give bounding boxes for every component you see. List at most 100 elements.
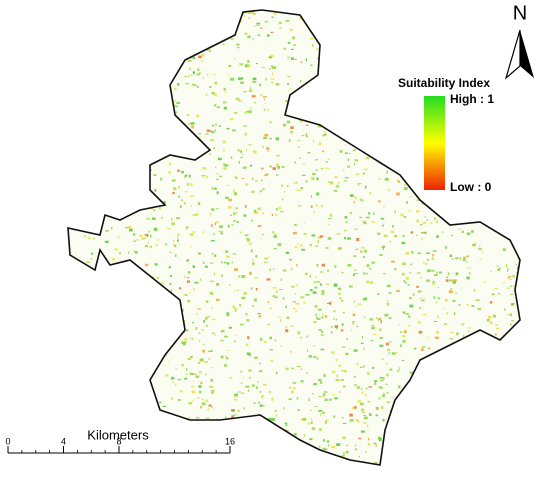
raster-speckle	[464, 375, 468, 377]
raster-speckle	[405, 313, 410, 315]
raster-speckle	[242, 154, 244, 156]
raster-speckle	[495, 212, 497, 216]
raster-speckle	[242, 166, 247, 169]
raster-speckle	[385, 383, 388, 385]
raster-speckle	[75, 179, 77, 182]
raster-speckle	[268, 256, 270, 258]
raster-speckle	[387, 99, 389, 102]
raster-speckle	[184, 191, 188, 193]
raster-speckle	[147, 82, 152, 85]
raster-speckle	[236, 452, 239, 456]
raster-speckle	[208, 34, 213, 38]
raster-speckle	[426, 259, 430, 261]
raster-speckle	[385, 437, 388, 439]
raster-speckle	[361, 246, 365, 249]
raster-speckle	[247, 60, 250, 63]
raster-speckle	[447, 272, 450, 275]
raster-speckle	[206, 175, 208, 179]
raster-speckle	[257, 381, 259, 383]
raster-speckle	[223, 87, 226, 91]
raster-speckle	[132, 185, 135, 187]
raster-speckle	[477, 350, 479, 352]
raster-speckle	[159, 444, 163, 446]
raster-speckle	[194, 214, 198, 216]
raster-speckle	[75, 46, 79, 48]
raster-speckle	[467, 402, 471, 405]
raster-speckle	[226, 255, 230, 258]
raster-speckle	[459, 428, 462, 430]
raster-speckle	[103, 93, 106, 96]
raster-speckle	[501, 415, 505, 419]
raster-speckle	[287, 184, 289, 187]
raster-speckle	[147, 241, 149, 244]
raster-speckle	[71, 292, 76, 295]
raster-speckle	[392, 65, 397, 68]
raster-speckle	[320, 334, 324, 337]
raster-speckle	[309, 243, 312, 247]
raster-speckle	[247, 426, 250, 428]
raster-speckle	[420, 223, 423, 226]
raster-speckle	[290, 57, 294, 60]
raster-speckle	[462, 159, 464, 162]
raster-speckle	[382, 377, 385, 380]
raster-speckle	[502, 160, 505, 163]
raster-speckle	[407, 284, 410, 286]
raster-speckle	[455, 368, 459, 371]
raster-speckle	[275, 213, 278, 217]
raster-speckle	[431, 62, 435, 66]
raster-speckle	[249, 87, 251, 89]
raster-speckle	[151, 362, 153, 364]
raster-speckle	[198, 202, 200, 205]
raster-speckle	[248, 17, 251, 19]
raster-speckle	[208, 22, 212, 26]
raster-speckle	[174, 99, 176, 102]
raster-speckle	[88, 225, 91, 229]
raster-speckle	[287, 83, 289, 85]
raster-speckle	[112, 126, 115, 129]
raster-speckle	[184, 341, 187, 343]
raster-speckle	[226, 164, 229, 167]
raster-speckle	[419, 460, 421, 462]
raster-speckle	[525, 438, 526, 440]
raster-speckle	[278, 316, 282, 318]
raster-speckle	[169, 318, 173, 321]
raster-speckle	[316, 281, 320, 283]
raster-speckle	[223, 163, 226, 166]
raster-speckle	[434, 385, 438, 388]
raster-speckle	[357, 183, 362, 184]
raster-speckle	[68, 336, 71, 340]
raster-speckle	[424, 216, 426, 218]
raster-speckle	[379, 328, 382, 332]
raster-speckle	[263, 136, 267, 140]
raster-speckle	[384, 469, 387, 472]
raster-speckle	[453, 35, 456, 37]
raster-speckle	[221, 20, 224, 22]
raster-speckle	[480, 121, 485, 125]
raster-speckle	[89, 358, 92, 361]
raster-speckle	[333, 53, 335, 56]
raster-speckle	[214, 81, 218, 85]
raster-speckle	[319, 428, 322, 432]
raster-speckle	[268, 426, 272, 429]
raster-speckle	[419, 307, 421, 309]
raster-speckle	[100, 406, 103, 408]
raster-speckle	[146, 233, 149, 237]
raster-speckle	[443, 323, 447, 325]
raster-speckle	[386, 300, 389, 303]
raster-speckle	[295, 303, 300, 305]
raster-speckle	[351, 406, 354, 410]
raster-speckle	[62, 68, 64, 70]
raster-speckle	[233, 399, 238, 401]
raster-speckle	[153, 295, 158, 299]
raster-speckle	[162, 201, 166, 204]
raster-speckle	[254, 211, 259, 214]
raster-speckle	[98, 64, 100, 67]
raster-speckle	[204, 361, 208, 363]
raster-speckle	[343, 369, 347, 372]
raster-speckle	[382, 392, 385, 395]
raster-speckle	[95, 357, 98, 361]
raster-speckle	[461, 230, 464, 233]
raster-speckle	[195, 13, 199, 16]
raster-speckle	[428, 28, 430, 31]
